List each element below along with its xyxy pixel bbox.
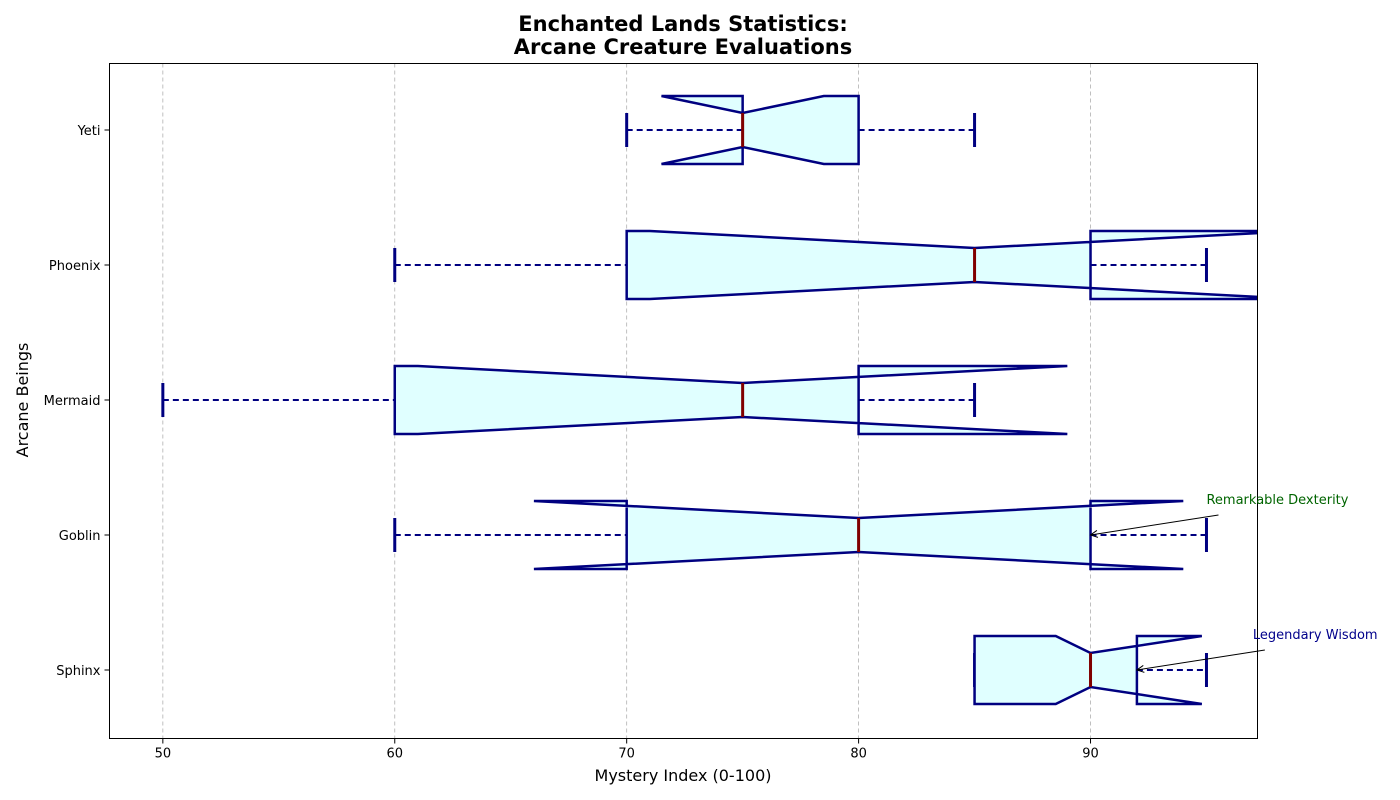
notched-box (661, 94, 860, 166)
y-tick-label: Goblin (59, 529, 101, 544)
x-tick-label: 90 (1082, 747, 1099, 762)
chart-title-line-2: Arcane Creature Evaluations (514, 35, 852, 59)
x-tick-label: 70 (618, 747, 635, 762)
x-tick-label: 50 (155, 747, 172, 762)
x-axis-label: Mystery Index (0-100) (595, 766, 772, 785)
y-tick-label: Yeti (77, 124, 101, 139)
annotation-label: Legendary Wisdom (1253, 628, 1378, 643)
notched-box (393, 364, 1068, 436)
notched-box (973, 634, 1203, 706)
plot-area: 50 60 70 80 90 Sphinx Goblin Mermaid Phoenix Yeti… (44, 63, 1378, 762)
annotation-arrow (1136, 649, 1265, 671)
y-tick-label: Mermaid (44, 394, 101, 409)
annotation-arrowhead (1135, 665, 1145, 673)
boxes-group (161, 94, 1258, 706)
x-tick-label: 80 (850, 747, 867, 762)
y-tick-label: Sphinx (56, 664, 101, 679)
y-tick-label: Phoenix (49, 259, 101, 274)
notched-box (625, 229, 1258, 301)
annotation-arrow (1090, 514, 1219, 536)
y-axis-label: Arcane Beings (13, 343, 32, 458)
annotation-label: Remarkable Dexterity (1206, 493, 1348, 508)
axes-frame (109, 63, 1258, 739)
chart-title-line-1: Enchanted Lands Statistics: (518, 12, 847, 36)
annotation-arrowhead (1089, 530, 1099, 538)
x-tick-label: 60 (386, 747, 403, 762)
